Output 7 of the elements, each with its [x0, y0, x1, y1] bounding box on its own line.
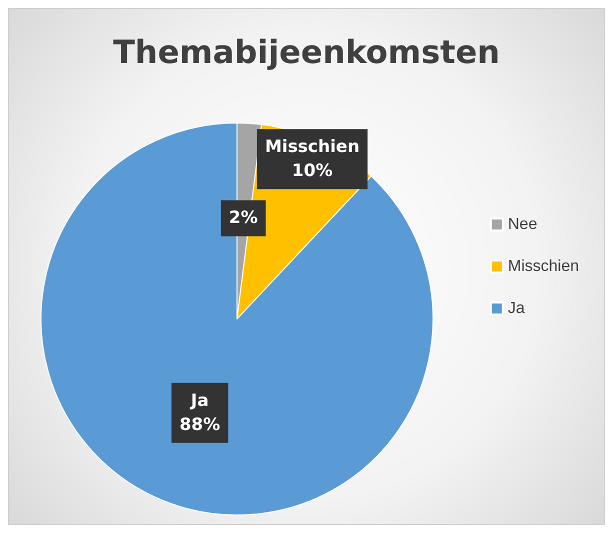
legend-label: Nee	[508, 216, 538, 233]
data-label: Misschien 10%	[264, 137, 360, 182]
legend-label: Misschien	[508, 258, 580, 275]
data-label: Ja 88%	[179, 390, 220, 435]
data-label: 2%	[228, 208, 258, 228]
legend-label: Ja	[508, 300, 525, 317]
chart-title: Themabijeenkomsten	[113, 33, 500, 71]
